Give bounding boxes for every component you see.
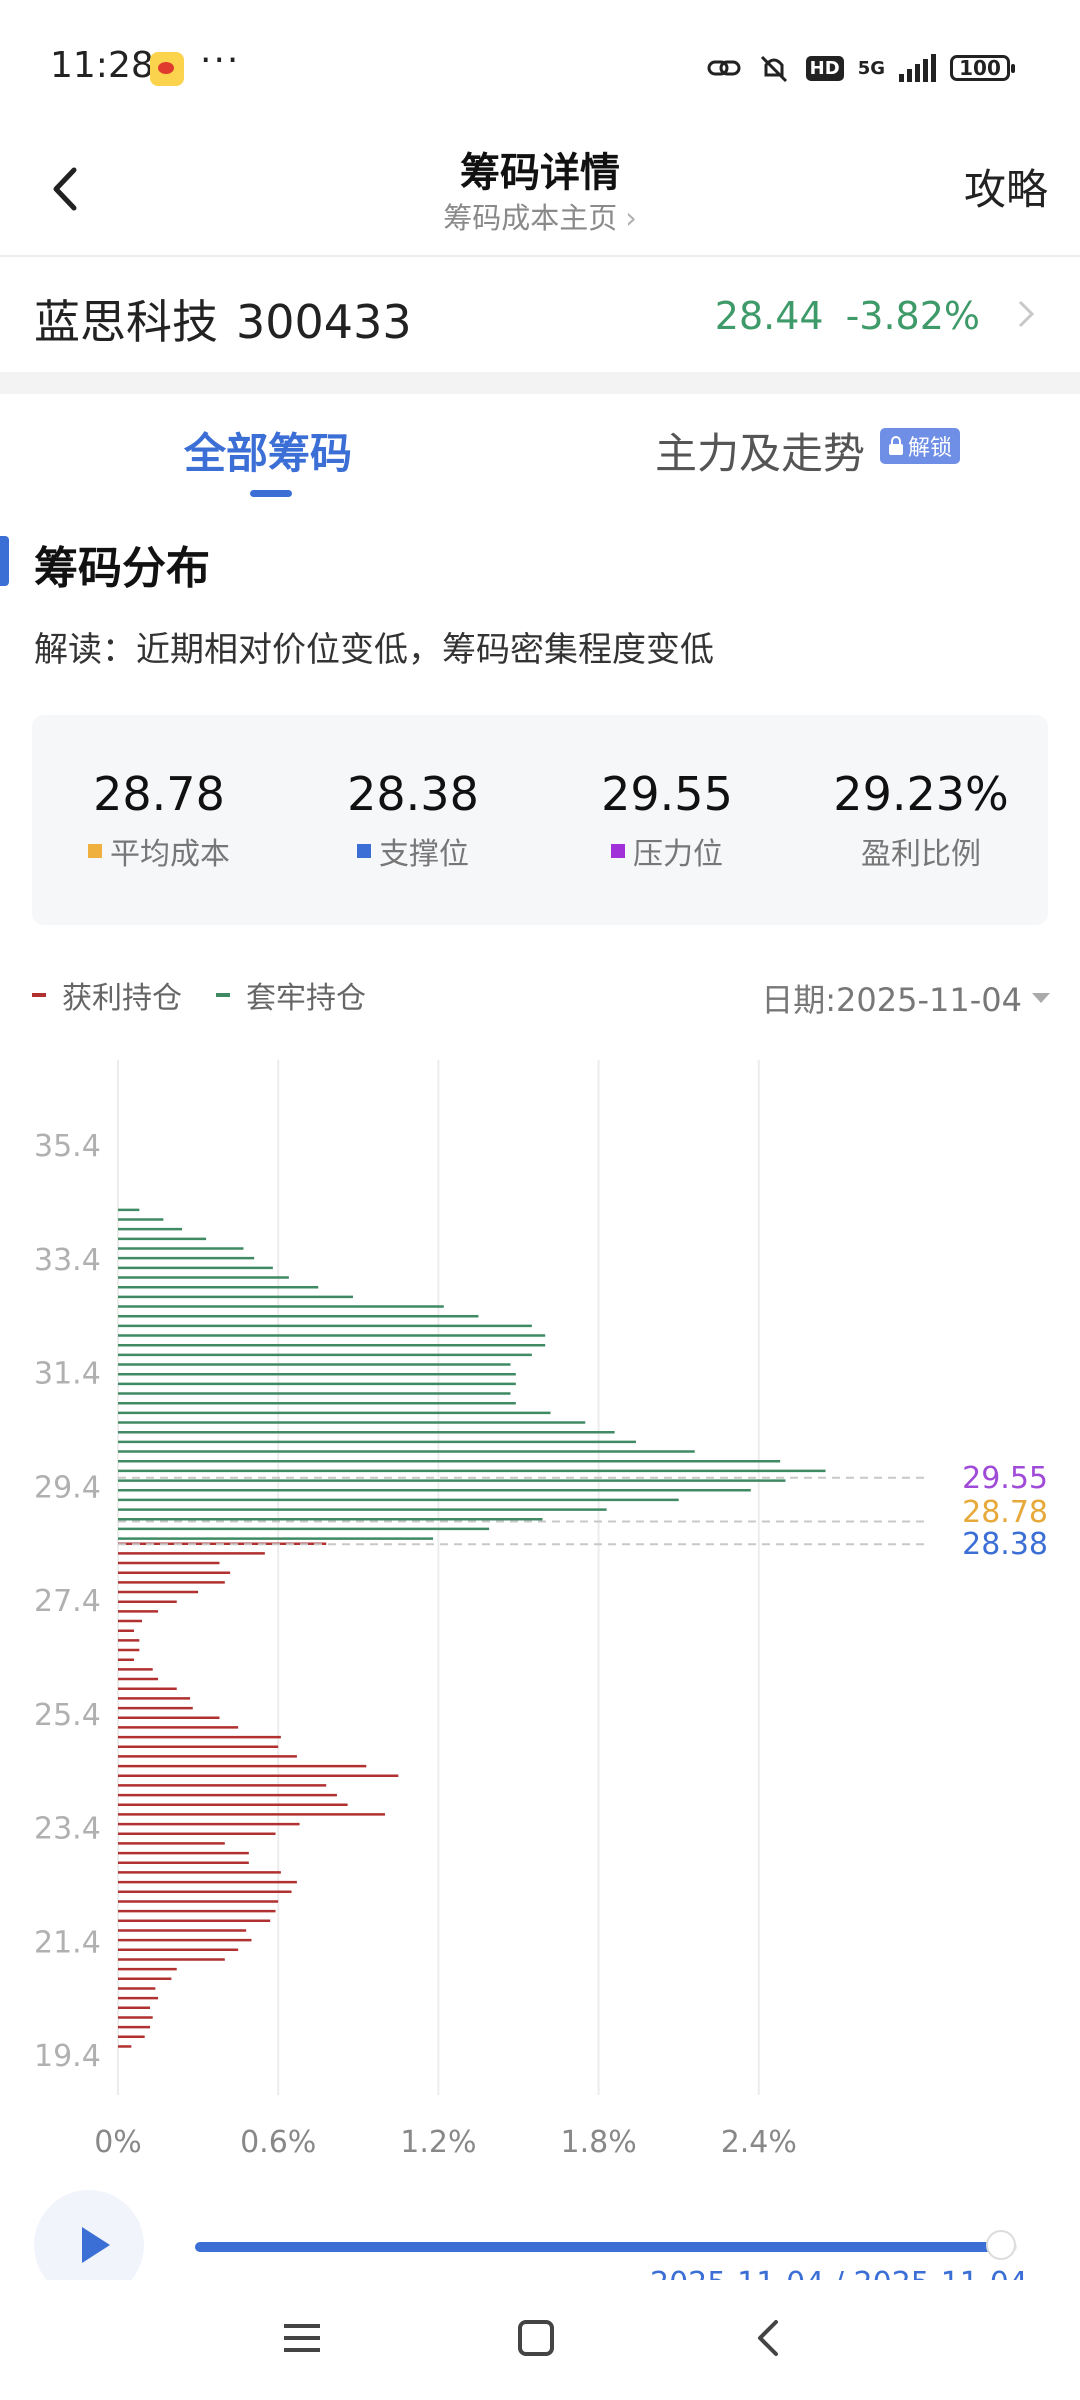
- timeline-player: 2025-11-04 / 2025-11-04: [0, 2180, 1080, 2280]
- unlock-badge[interactable]: 解锁: [880, 428, 961, 464]
- more-notifications-icon: ···: [200, 40, 241, 81]
- y-tick-label: 35.4: [34, 1129, 101, 1164]
- page-title: 筹码详情: [460, 150, 620, 196]
- network-type: 5G: [857, 57, 885, 79]
- subtitle-text: 筹码成本主页: [443, 201, 618, 235]
- signal-icon: [899, 54, 936, 82]
- stat-support: 28.38 支撑位: [286, 767, 540, 873]
- back-icon[interactable]: [740, 2308, 800, 2368]
- y-tick-label: 29.4: [34, 1470, 101, 1505]
- date-range-text: 2025-11-04 / 2025-11-04: [650, 2266, 1028, 2280]
- reference-label: 28.78: [962, 1495, 1048, 1530]
- stock-code: 300433: [236, 295, 412, 349]
- link-icon: [707, 60, 741, 76]
- unlock-label: 解锁: [908, 436, 953, 461]
- date-selector[interactable]: 日期:2025-11-04: [761, 975, 1050, 1021]
- profit-legend-icon: [32, 993, 46, 997]
- tab-all-chips[interactable]: 全部筹码: [184, 429, 353, 478]
- status-time: 11:28: [50, 45, 154, 86]
- x-tick-label: 0.6%: [240, 2125, 316, 2160]
- mute-icon: [760, 55, 787, 83]
- chevron-right-icon: ›: [625, 201, 637, 235]
- slider-fill: [195, 2242, 1001, 2252]
- stat-profit-ratio: 29.23% 盈利比例: [794, 767, 1048, 873]
- strategy-button[interactable]: 攻略: [963, 165, 1048, 214]
- chip-distribution-chart: 0% 0.6% 1.2% 1.8% 2.4% 35.4 33.4 31.4 29.4 27.4 25…: [34, 1060, 1048, 2160]
- stat-label: 盈利比例: [861, 837, 981, 872]
- y-tick-label: 31.4: [34, 1357, 101, 1392]
- y-tick-label: 19.4: [34, 2039, 101, 2074]
- color-square-icon: [357, 844, 371, 858]
- stat-label: 支撑位: [379, 837, 469, 872]
- y-tick-label: 27.4: [34, 1584, 101, 1619]
- color-square-icon: [88, 844, 102, 858]
- battery-icon: 100: [950, 55, 1015, 81]
- stock-price: 28.44: [714, 294, 824, 338]
- weibo-notification-icon: [150, 52, 184, 86]
- stock-change: -3.82%: [845, 294, 980, 338]
- x-tick-label: 2.4%: [721, 2125, 797, 2160]
- reference-label: 28.38: [962, 1527, 1048, 1562]
- status-icons: HD 5G 100: [706, 48, 1015, 88]
- x-tick-label: 1.8%: [560, 2125, 636, 2160]
- stat-average-cost: 28.78 平均成本: [32, 767, 286, 873]
- active-tab-indicator: [250, 490, 292, 497]
- tab-main-force[interactable]: 主力及走势: [655, 429, 866, 478]
- color-square-icon: [611, 844, 625, 858]
- divider: [0, 372, 1080, 394]
- x-tick-label: 0%: [94, 2125, 142, 2160]
- system-nav-bar: [0, 2280, 1080, 2400]
- menu-icon[interactable]: [272, 2308, 332, 2368]
- x-tick-label: 1.2%: [400, 2125, 476, 2160]
- reference-label: 29.55: [962, 1461, 1048, 1496]
- stat-label: 压力位: [633, 837, 723, 872]
- stock-name: 蓝思科技: [34, 295, 218, 349]
- stat-value: 28.78: [93, 767, 225, 821]
- stat-label: 平均成本: [110, 837, 230, 872]
- chart-legend: 获利持仓 套牢持仓: [32, 975, 366, 1016]
- stock-row[interactable]: 蓝思科技 300433 28.44 -3.82%: [0, 258, 1080, 372]
- section-title: 筹码分布: [34, 543, 210, 594]
- chevron-down-icon: [1032, 993, 1050, 1003]
- y-tick-label: 23.4: [34, 1812, 101, 1847]
- y-tick-label: 25.4: [34, 1698, 101, 1733]
- stat-value: 29.23%: [833, 767, 1009, 821]
- stats-card: 28.78 平均成本 28.38 支撑位 29.55 压力位 29.23% 盈利…: [32, 715, 1048, 925]
- stat-pressure: 29.55 压力位: [540, 767, 794, 873]
- hd-icon: HD: [805, 55, 844, 81]
- legend-profit: 获利持仓: [62, 981, 182, 1016]
- y-tick-label: 33.4: [34, 1243, 101, 1278]
- home-icon[interactable]: [506, 2308, 566, 2368]
- section-accent-bar: [0, 536, 9, 586]
- timeline-slider[interactable]: [195, 2230, 1017, 2260]
- interpretation-text: 解读：近期相对价位变低，筹码密集程度变低: [34, 630, 714, 670]
- stat-value: 29.55: [601, 767, 733, 821]
- chevron-right-icon: [1018, 300, 1035, 328]
- slider-handle[interactable]: [985, 2230, 1016, 2260]
- chip-cost-home-link[interactable]: 筹码成本主页 ›: [0, 195, 1080, 237]
- page-header: 筹码详情 筹码成本主页 › 攻略: [0, 140, 1080, 257]
- lock-icon: [889, 436, 903, 455]
- play-button[interactable]: [34, 2190, 144, 2280]
- tab-bar: 全部筹码 主力及走势 解锁: [0, 394, 1080, 504]
- date-label: 日期:2025-11-04: [761, 981, 1022, 1019]
- back-arrow-icon[interactable]: [40, 152, 100, 222]
- y-tick-label: 21.4: [34, 1925, 101, 1960]
- trapped-legend-icon: [216, 993, 230, 997]
- stat-value: 28.38: [347, 767, 479, 821]
- status-bar: 11:28 ··· HD 5G 100: [0, 0, 1080, 140]
- legend-trapped: 套牢持仓: [246, 981, 366, 1016]
